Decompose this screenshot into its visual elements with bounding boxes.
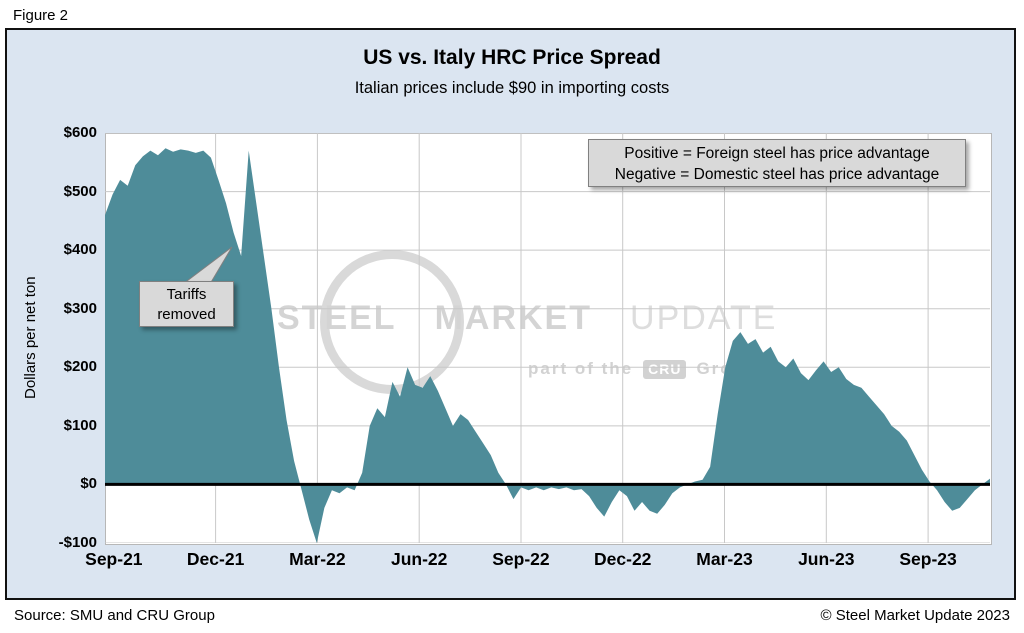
x-axis-tick-labels: Sep-21 Dec-21 Mar-22 Jun-22 Sep-22 Dec-22 Mar-… [85, 549, 990, 575]
note-positive-line: Positive = Foreign steel has price advan… [624, 145, 930, 162]
chart-subtitle: Italian prices include $90 in importing … [354, 79, 670, 97]
y-axis-tick-label: -$100 [58, 534, 97, 551]
x-axis-tick-label: Jun-23 [798, 549, 855, 569]
spread-explanation-note: Positive = Foreign steel has price advan… [588, 139, 966, 187]
x-axis-tick-label: Jun-22 [390, 549, 448, 569]
copyright-notice: © Steel Market Update 2023 [820, 607, 1011, 624]
y-axis-tick-label: $600 [63, 124, 97, 141]
y-axis-tick-label: $0 [80, 475, 97, 493]
tariffs-callout-pointer-icon [181, 246, 233, 285]
x-axis-tick-label: Sep-22 [492, 549, 550, 569]
tariffs-removed-annotation: Tariffs removed [139, 281, 234, 327]
y-axis-tick-label: $100 [63, 416, 97, 434]
source-credit: Source: SMU and CRU Group [14, 607, 215, 624]
y-axis-tick-label: $400 [63, 241, 97, 259]
figure-label: Figure 2 [13, 7, 69, 24]
y-axis-tick-label: $300 [63, 299, 97, 317]
chart-title: US vs. Italy HRC Price Spread [363, 46, 661, 69]
x-axis-tick-label: Mar-22 [289, 549, 346, 569]
x-axis-tick-label: Dec-22 [594, 549, 652, 569]
area-chart-canvas [105, 133, 990, 543]
x-axis-tick-label: Sep-21 [85, 549, 143, 569]
y-axis-tick-label: $500 [63, 182, 97, 200]
y-axis-tick-labels: $600 $500 $400 $300 $200 $100 $0 -$100 [0, 124, 97, 551]
tariffs-annotation-line1: Tariffs [166, 286, 207, 303]
x-axis-tick-label: Sep-23 [899, 549, 957, 569]
x-axis-tick-label: Dec-21 [186, 549, 245, 569]
note-negative-line: Negative = Domestic steel has price adva… [614, 166, 940, 183]
y-axis-tick-label: $200 [63, 358, 97, 376]
x-axis-tick-label: Mar-23 [696, 549, 753, 569]
tariffs-annotation-line2: removed [157, 306, 216, 323]
